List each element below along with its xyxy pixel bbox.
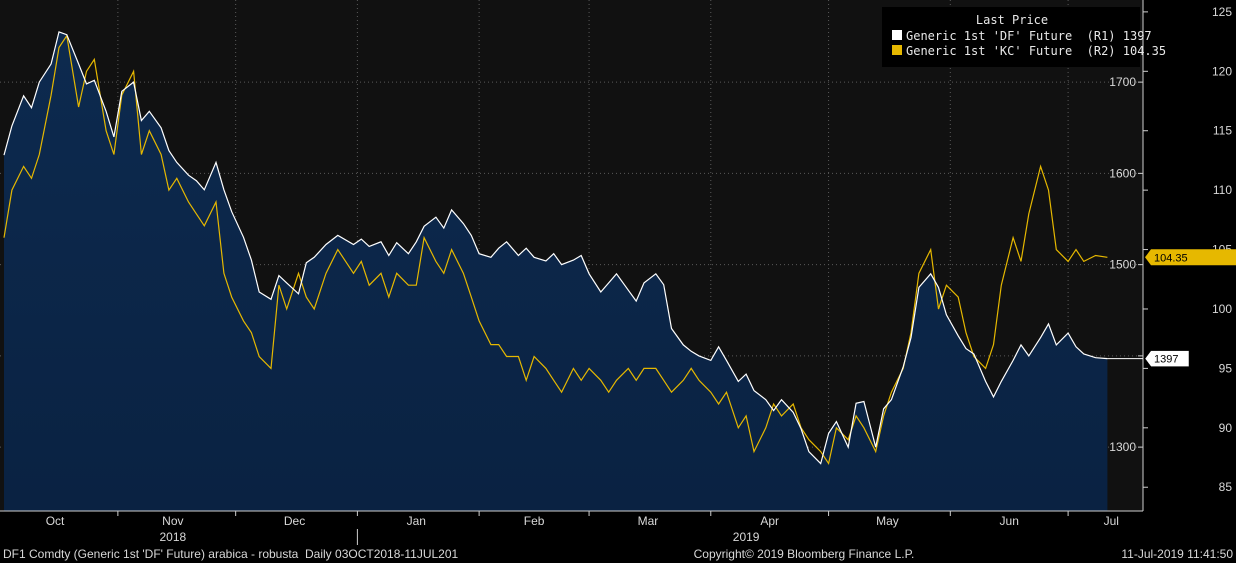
legend-entry-df: Generic 1st 'DF' Future (R1) 1397 [906,29,1152,43]
kc-series-line [3,34,1108,466]
x-month-label: Jan [407,514,426,528]
x-month-label: May [876,514,899,528]
r2-tick-label: 90 [1219,421,1233,435]
r2-axis: 859095100105110115120125 [1143,5,1232,494]
x-month-label: Nov [162,514,183,528]
r2-tick-label: 100 [1212,302,1232,316]
x-month-label: Jul [1104,514,1119,528]
r1-tick-label: 1700 [1109,75,1136,89]
df-last-value-tag: 1397 [1107,350,1190,367]
df-last-value-label: 1397 [1154,354,1178,366]
legend: Last Price Generic 1st 'DF' Future (R1) … [882,7,1166,67]
x-month-label: Jun [1000,514,1019,528]
r1-tick-label: 1300 [1109,440,1136,454]
kc-last-value-tag: 104.35 [1145,249,1236,266]
r2-tick-label: 120 [1212,64,1232,78]
legend-swatch-kc [892,45,902,55]
r2-tick-label: 125 [1212,5,1232,19]
r2-tick-label: 110 [1213,183,1232,197]
x-axis: Oct Nov Dec Jan Feb Mar Apr May Jun Jul 2018 2019 [46,511,1119,545]
legend-title: Last Price [976,13,1048,27]
r2-tick-label: 85 [1219,480,1233,494]
r1-tick-label: 1600 [1109,166,1136,180]
r1-tick-label: 1500 [1109,258,1136,272]
footer-timestamp: 11-Jul-2019 11:41:50 [1121,547,1233,561]
footer-copyright: Copyright© 2019 Bloomberg Finance L.P. [694,547,915,561]
df-series-area [4,31,1108,512]
legend-box [882,7,1140,67]
x-month-label: Mar [638,514,659,528]
r1-axis: 1300 1500 1600 1700 [1109,75,1143,454]
legend-swatch-df [892,30,902,40]
legend-entry-kc: Generic 1st 'KC' Future (R2) 104.35 [906,44,1166,58]
r2-tick-label: 95 [1219,361,1233,375]
x-month-label: Oct [46,514,65,528]
x-month-label: Apr [760,514,779,528]
footer-description: DF1 Comdty (Generic 1st 'DF' Future) ara… [3,547,459,561]
x-month-label: Dec [284,514,305,528]
r2-tick-label: 115 [1213,124,1232,138]
x-year-label: 2019 [733,530,760,544]
kc-last-value-label: 104.35 [1154,252,1188,264]
x-month-label: Feb [524,514,545,528]
x-year-label: 2018 [159,530,186,544]
df-series-line [3,31,1108,465]
